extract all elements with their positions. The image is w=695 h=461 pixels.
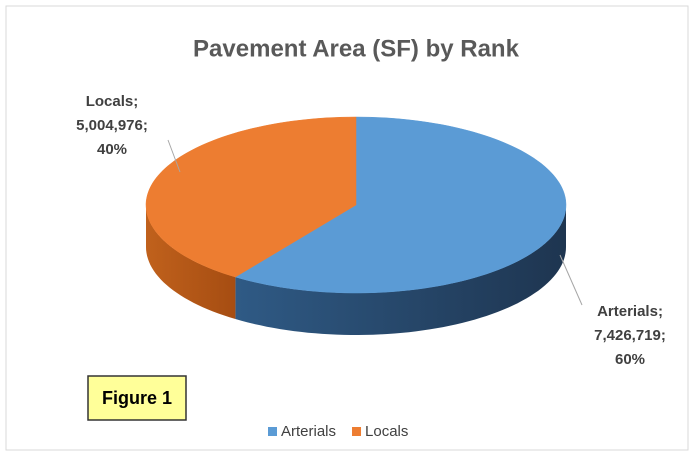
separator: ; <box>658 303 663 320</box>
slice <box>234 116 567 294</box>
category: Arterials <box>597 303 658 320</box>
annotation-box <box>87 375 187 421</box>
data-label-percent: 60% <box>615 351 645 368</box>
category: Locals <box>86 93 134 110</box>
chart-title: Pavement Area (SF) by Rank <box>193 35 520 62</box>
separator: ; <box>661 327 666 344</box>
value: 7,426,719 <box>594 327 661 344</box>
legend-swatch <box>268 427 277 436</box>
slice-wall <box>146 205 236 319</box>
leader-line <box>167 139 181 173</box>
data-label-name: Arterials; <box>597 303 663 320</box>
legend: Arterials Locals <box>268 423 408 440</box>
leader-line <box>559 254 583 306</box>
slice-wall <box>235 205 566 335</box>
legend-label: Arterials <box>281 423 336 440</box>
slice <box>145 116 357 278</box>
data-label-percent: 40% <box>97 141 127 158</box>
data-label-value: 5,004,976; <box>76 117 148 134</box>
separator: ; <box>133 93 138 110</box>
data-label-value: 7,426,719; <box>594 327 666 344</box>
data-label-name: Locals; <box>86 93 139 110</box>
separator: ; <box>143 117 148 134</box>
value: 5,004,976 <box>76 117 143 134</box>
annotation: Figure 1 <box>102 388 172 408</box>
legend-label: Locals <box>365 423 408 440</box>
data-labels: Arterials;7,426,719;60%Locals;5,004,976;… <box>76 93 666 368</box>
legend-swatch <box>352 427 362 436</box>
pie <box>145 116 567 335</box>
